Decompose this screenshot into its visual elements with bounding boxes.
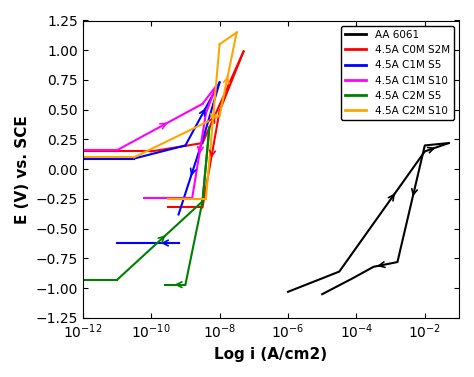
X-axis label: Log i (A/cm2): Log i (A/cm2) — [214, 347, 328, 362]
Y-axis label: E (V) vs. SCE: E (V) vs. SCE — [15, 115, 30, 224]
Legend: AA 6061, 4.5A C0M S2M, 4.5A C1M S5, 4.5A C1M S10, 4.5A C2M S5, 4.5A C2M S10: AA 6061, 4.5A C0M S2M, 4.5A C1M S5, 4.5A… — [341, 26, 454, 120]
